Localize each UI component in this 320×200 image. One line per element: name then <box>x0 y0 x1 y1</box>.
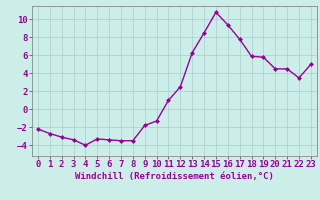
X-axis label: Windchill (Refroidissement éolien,°C): Windchill (Refroidissement éolien,°C) <box>75 172 274 181</box>
